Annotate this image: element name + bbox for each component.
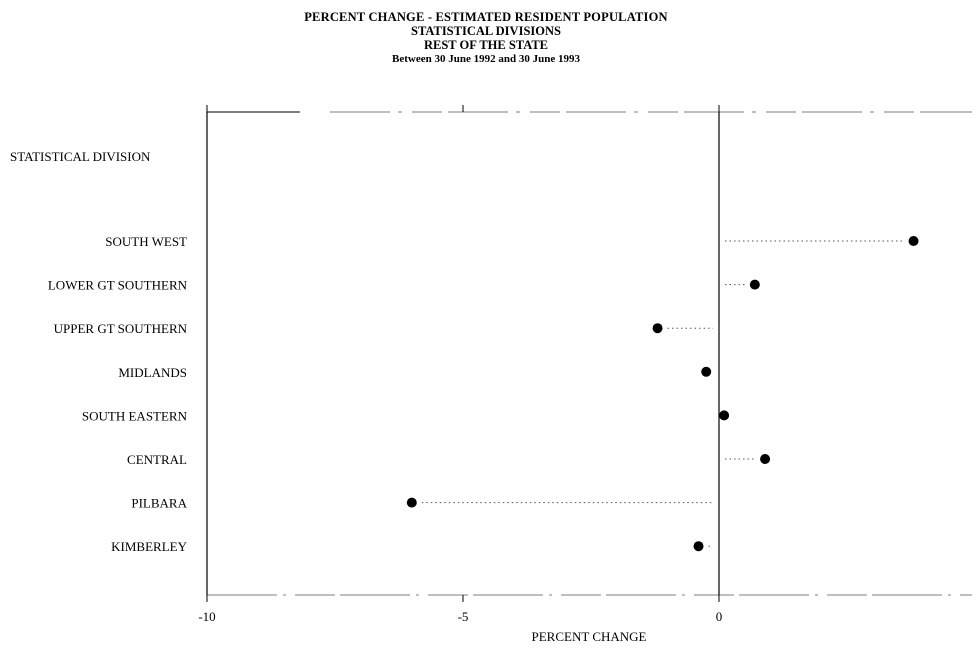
- data-point: [908, 236, 919, 246]
- category-header-label: STATISTICAL DIVISION: [10, 149, 151, 164]
- data-point: [719, 410, 730, 421]
- category-label: SOUTH WEST: [105, 234, 187, 249]
- category-label: CENTRAL: [127, 452, 187, 467]
- x-tick-label: -5: [458, 609, 469, 624]
- chart-subtitle-1: STATISTICAL DIVISIONS: [411, 24, 561, 38]
- category-label: MIDLANDS: [118, 365, 187, 380]
- chart-titles: PERCENT CHANGE - ESTIMATED RESIDENT POPU…: [0, 10, 972, 66]
- data-point: [760, 454, 771, 464]
- x-ticks: -10 -5 0: [198, 105, 722, 624]
- chart-period: Between 30 June 1992 and 30 June 1993: [392, 53, 580, 65]
- category-label: LOWER GT SOUTHERN: [48, 278, 188, 293]
- category-label: KIMBERLEY: [111, 539, 187, 554]
- plot-frame: [206, 111, 972, 596]
- data-point: [406, 497, 417, 508]
- category-label: UPPER GT SOUTHERN: [54, 321, 188, 336]
- x-tick-label: 0: [716, 609, 723, 624]
- data-point: [693, 541, 704, 552]
- data-point: [749, 279, 760, 290]
- chart-title: PERCENT CHANGE - ESTIMATED RESIDENT POPU…: [304, 10, 668, 24]
- chart-subtitle-2: REST OF THE STATE: [423, 38, 548, 52]
- x-axis-label: PERCENT CHANGE: [532, 629, 647, 644]
- data-point: [701, 366, 712, 377]
- category-label: SOUTH EASTERN: [82, 408, 188, 423]
- data-point: [652, 323, 663, 334]
- data-marks: SOUTH WEST LOWER GT SOUTHERN UPPER GT SOUT…: [48, 234, 919, 554]
- category-label: PILBARA: [131, 496, 187, 511]
- x-tick-label: -10: [198, 609, 215, 624]
